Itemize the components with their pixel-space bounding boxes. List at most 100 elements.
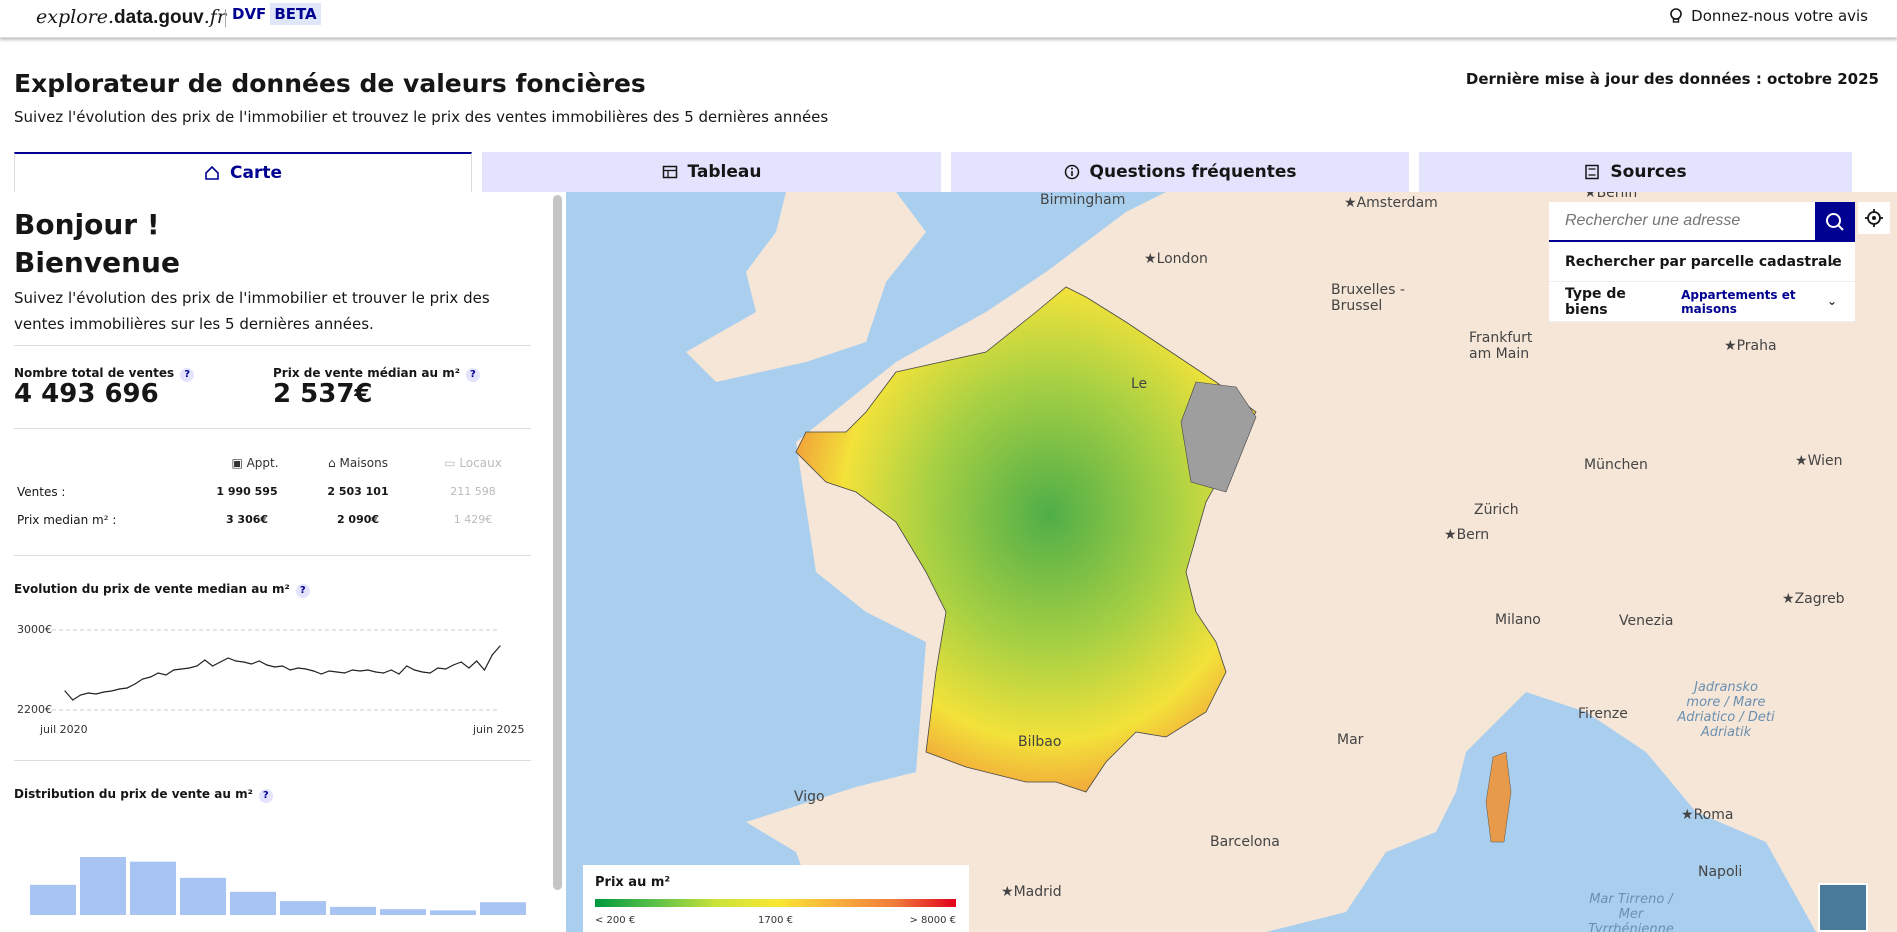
welcome-heading: Bonjour ! Bienvenue bbox=[14, 208, 180, 279]
evo-x-start: juil 2020 bbox=[40, 723, 88, 736]
tab-sources[interactable]: Sources bbox=[1419, 152, 1852, 192]
place-label: Mar bbox=[1337, 732, 1364, 748]
tab-carte[interactable]: Carte bbox=[14, 152, 472, 192]
place-label: Vigo bbox=[794, 789, 825, 805]
evolution-point bbox=[289, 669, 291, 671]
evolution-point bbox=[406, 665, 408, 667]
distribution-bar bbox=[230, 891, 276, 915]
place-label: ★Roma bbox=[1681, 807, 1734, 823]
evolution-point bbox=[351, 669, 354, 671]
place-label: Le bbox=[1131, 376, 1148, 392]
search-button[interactable] bbox=[1815, 202, 1855, 242]
evolution-point bbox=[243, 661, 245, 663]
chevron-down-icon: ⌄ bbox=[1826, 254, 1837, 268]
place-label: Frankfurt am Main bbox=[1469, 330, 1533, 362]
evolution-point bbox=[111, 690, 113, 692]
evolution-point bbox=[398, 673, 400, 675]
evo-x-end: juin 2025 bbox=[473, 723, 525, 736]
divider bbox=[14, 428, 531, 429]
evolution-point bbox=[227, 657, 229, 659]
distribution-title: Distribution du prix de vente au m²? bbox=[14, 787, 273, 803]
legend-min: < 200 € bbox=[595, 915, 636, 926]
evolution-point bbox=[180, 668, 183, 670]
evolution-point bbox=[483, 669, 486, 671]
place-label: Firenze bbox=[1578, 706, 1628, 722]
kpi-price-value: 2 537€ bbox=[273, 379, 373, 409]
place-label: Bruxelles - Brussel bbox=[1331, 282, 1405, 314]
cell-ventes-appt: 1 990 595 bbox=[216, 485, 278, 498]
place-label: Napoli bbox=[1698, 864, 1743, 880]
evolution-point bbox=[375, 671, 377, 673]
evolution-point bbox=[359, 670, 361, 672]
evolution-point bbox=[103, 691, 105, 693]
distribution-bar bbox=[130, 861, 176, 915]
help-icon[interactable]: ? bbox=[465, 368, 480, 382]
place-label: ★Praha bbox=[1724, 338, 1777, 354]
kpi-price-label: Prix de vente médian au m²? bbox=[273, 366, 480, 382]
beta-badge: BETA bbox=[270, 3, 321, 25]
place-label: ★Madrid bbox=[1001, 884, 1062, 900]
satellite-layer-toggle[interactable] bbox=[1818, 883, 1868, 932]
place-label: ★Wien bbox=[1795, 453, 1843, 469]
cell-prix-appt: 3 306€ bbox=[225, 513, 269, 526]
evolution-point bbox=[437, 667, 439, 669]
map-graphic bbox=[686, 192, 1897, 932]
info-panel bbox=[0, 192, 566, 932]
table-icon bbox=[662, 165, 677, 179]
legend-max: > 8000 € bbox=[909, 915, 956, 926]
evolution-point bbox=[64, 690, 66, 692]
evolution-series-line bbox=[64, 645, 501, 701]
tab-tableau[interactable]: Tableau bbox=[482, 152, 941, 192]
last-update: Dernière mise à jour des données : octob… bbox=[1465, 70, 1879, 88]
place-label: Venezia bbox=[1619, 613, 1674, 629]
place-label: München bbox=[1584, 457, 1648, 473]
evolution-point bbox=[413, 669, 416, 671]
evolution-point bbox=[219, 661, 221, 663]
panel-scrollbar[interactable] bbox=[553, 195, 562, 890]
brand-separator bbox=[225, 9, 226, 27]
uk-land bbox=[686, 192, 926, 382]
feedback-label: Donnez-nous votre avis bbox=[1691, 7, 1868, 25]
distribution-bar bbox=[280, 901, 326, 915]
distribution-bar bbox=[480, 902, 526, 915]
property-type-label: Type de biens bbox=[1565, 285, 1626, 318]
locate-icon bbox=[1865, 209, 1883, 227]
page-subtitle: Suivez l'évolution des prix de l'immobil… bbox=[14, 108, 829, 126]
evolution-point bbox=[258, 660, 260, 662]
evolution-point bbox=[274, 666, 276, 668]
place-label: ★Amsterdam bbox=[1344, 195, 1438, 211]
evolution-point bbox=[320, 673, 322, 675]
info-icon bbox=[1064, 164, 1079, 180]
search-icon bbox=[1826, 213, 1844, 231]
evolution-point bbox=[134, 683, 136, 685]
place-label: Barcelona bbox=[1210, 834, 1280, 850]
kpi-sales-value: 4 493 696 bbox=[14, 379, 159, 409]
distribution-bar bbox=[380, 909, 426, 915]
evolution-point bbox=[445, 668, 447, 670]
evolution-point bbox=[142, 678, 144, 680]
france-choropleth bbox=[795, 286, 1257, 793]
locate-button[interactable] bbox=[1858, 202, 1890, 234]
place-label: ★Berlin bbox=[1584, 192, 1638, 201]
distribution-bar bbox=[180, 877, 226, 915]
distribution-bar bbox=[430, 910, 476, 915]
address-search-input[interactable] bbox=[1549, 202, 1815, 240]
cadastre-dropdown[interactable]: Rechercher par parcelle cadastrale ⌄ bbox=[1549, 242, 1855, 282]
feedback-link[interactable]: Donnez-nous votre avis bbox=[1669, 7, 1868, 25]
divider bbox=[14, 555, 531, 556]
cadastre-label: Rechercher par parcelle cadastrale bbox=[1565, 253, 1842, 270]
help-icon[interactable]: ? bbox=[180, 368, 195, 382]
brand-logo[interactable]: explore.data.gouv.fr bbox=[36, 6, 226, 28]
place-label: Zürich bbox=[1474, 502, 1519, 518]
corsica bbox=[1485, 751, 1512, 843]
col-maisons: ⌂ Maisons bbox=[328, 456, 388, 470]
evolution-point bbox=[165, 674, 167, 676]
map-canvas[interactable]: Birmingham ★Amsterdam ★Berlin ★London Br… bbox=[566, 192, 1897, 932]
help-icon[interactable]: ? bbox=[258, 789, 273, 803]
cell-prix-locaux: 1 429€ bbox=[453, 513, 493, 526]
property-type-dropdown[interactable]: Type de biens Appartements et maisons ⌄ bbox=[1549, 282, 1855, 322]
tab-questions[interactable]: Questions fréquentes bbox=[951, 152, 1409, 192]
evolution-point bbox=[235, 660, 237, 662]
help-icon[interactable]: ? bbox=[295, 584, 310, 598]
evolution-point bbox=[281, 665, 284, 667]
